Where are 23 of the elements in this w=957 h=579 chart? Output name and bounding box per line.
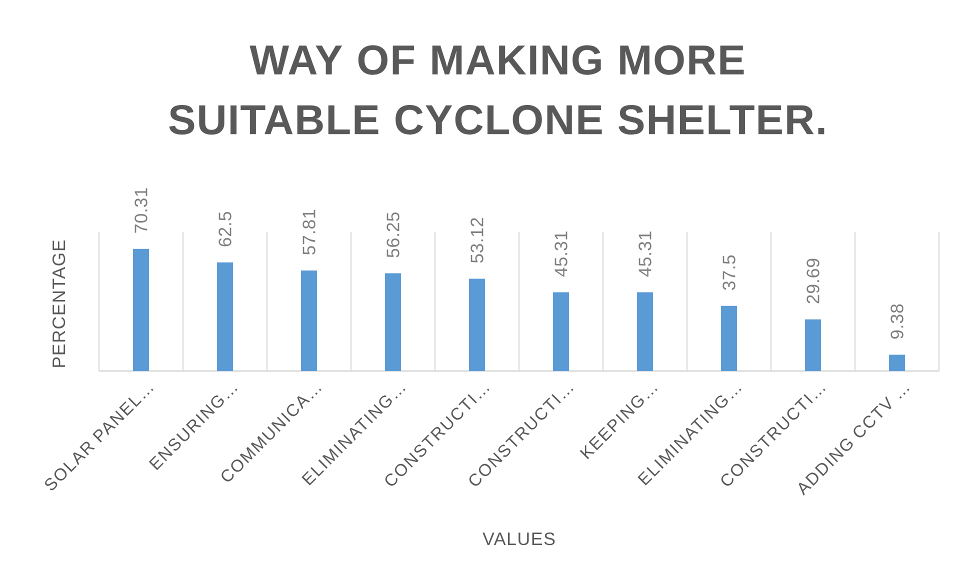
y-axis-title: PERCENTAGE: [52, 240, 66, 367]
x-axis-title: VALUES: [482, 532, 555, 546]
bar: [385, 273, 402, 371]
bar: [469, 278, 486, 371]
bar: [217, 262, 234, 371]
data-label: 37.5: [722, 255, 736, 290]
data-label: 53.12: [470, 218, 484, 263]
data-label: 9.38: [890, 304, 904, 339]
data-label: 56.25: [386, 212, 400, 258]
data-label: 45.31: [554, 232, 568, 277]
bar: [721, 306, 738, 371]
data-label: 29.69: [806, 258, 820, 304]
bar: [133, 248, 149, 371]
bar: [805, 319, 822, 371]
bar: [637, 292, 654, 371]
bar: [301, 270, 318, 371]
chart-title: WAY OF MAKING MORE SUITABLE CYCLONE SHELTER.: [169, 45, 824, 135]
data-label: 70.31: [134, 188, 148, 233]
data-label: 62.5: [218, 212, 232, 246]
data-label: 57.81: [302, 210, 316, 255]
data-label: 45.31: [638, 232, 652, 277]
bar: [553, 292, 570, 371]
bar: [889, 354, 906, 371]
